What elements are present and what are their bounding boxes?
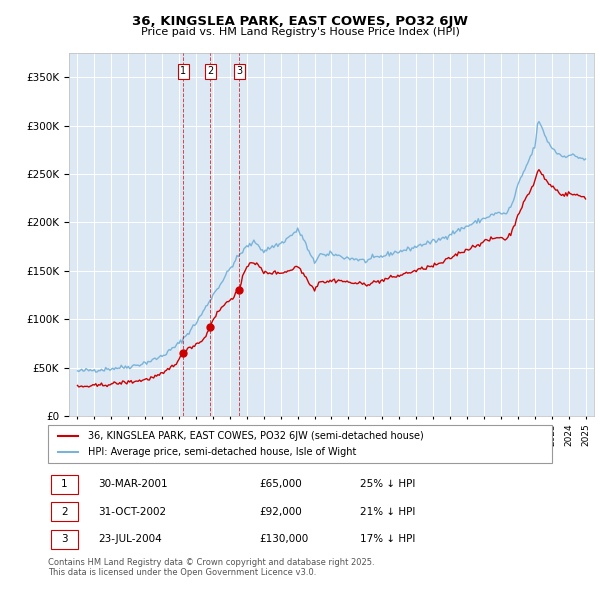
Text: 36, KINGSLEA PARK, EAST COWES, PO32 6JW (semi-detached house): 36, KINGSLEA PARK, EAST COWES, PO32 6JW …: [88, 431, 424, 441]
FancyBboxPatch shape: [50, 503, 78, 521]
Text: 2: 2: [207, 66, 213, 76]
FancyBboxPatch shape: [50, 475, 78, 494]
Text: 30-MAR-2001: 30-MAR-2001: [98, 480, 168, 490]
Text: £65,000: £65,000: [260, 480, 302, 490]
Text: 23-JUL-2004: 23-JUL-2004: [98, 534, 162, 544]
Text: 21% ↓ HPI: 21% ↓ HPI: [361, 507, 416, 517]
Text: Contains HM Land Registry data © Crown copyright and database right 2025.
This d: Contains HM Land Registry data © Crown c…: [48, 558, 374, 577]
Text: HPI: Average price, semi-detached house, Isle of Wight: HPI: Average price, semi-detached house,…: [88, 447, 356, 457]
Text: 36, KINGSLEA PARK, EAST COWES, PO32 6JW: 36, KINGSLEA PARK, EAST COWES, PO32 6JW: [132, 15, 468, 28]
Text: £130,000: £130,000: [260, 534, 309, 544]
Text: 25% ↓ HPI: 25% ↓ HPI: [361, 480, 416, 490]
Text: 31-OCT-2002: 31-OCT-2002: [98, 507, 167, 517]
Text: £92,000: £92,000: [260, 507, 302, 517]
Text: 2: 2: [61, 507, 68, 517]
FancyBboxPatch shape: [50, 530, 78, 549]
Text: 3: 3: [61, 534, 68, 544]
Text: 3: 3: [236, 66, 242, 76]
Text: 1: 1: [61, 480, 68, 490]
Text: Price paid vs. HM Land Registry's House Price Index (HPI): Price paid vs. HM Land Registry's House …: [140, 27, 460, 37]
Text: 1: 1: [180, 66, 187, 76]
FancyBboxPatch shape: [48, 425, 552, 463]
Text: 17% ↓ HPI: 17% ↓ HPI: [361, 534, 416, 544]
